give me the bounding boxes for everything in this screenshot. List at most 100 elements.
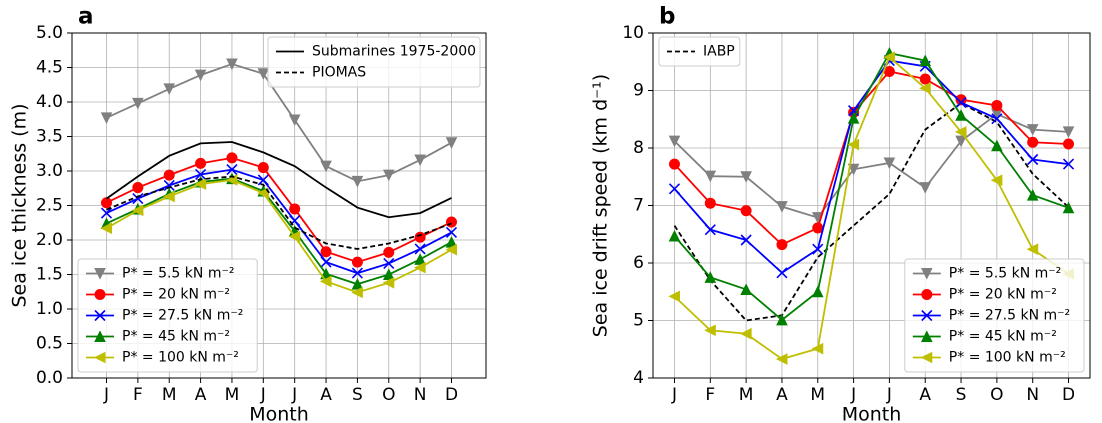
legend-box [904,258,1085,373]
marker [289,203,301,215]
marker [100,222,112,235]
marker [351,256,363,268]
marker [812,222,824,234]
marker [382,268,395,280]
legend: P* = 5.5 kN m⁻² P* = 20 kN m⁻² P* = 27.5 k… [904,258,1085,373]
x-tick-label: D [445,385,458,405]
marker [920,330,933,342]
x-tick-label: J [260,385,266,405]
marker [1027,153,1039,166]
marker [320,246,332,258]
legend: P* = 5.5 kN m⁻² P* = 20 kN m⁻² P* = 27.5 k… [77,258,258,373]
x-tick-label: J [671,385,677,405]
marker [776,313,788,326]
marker [1062,201,1075,214]
series [101,152,457,268]
marker [163,190,175,203]
marker [383,246,395,258]
marker [226,164,238,176]
y-tick-label: 5.0 [36,23,63,43]
series [668,66,1075,251]
y-tick-label: 7 [633,196,644,216]
marker [101,197,112,209]
legend-label: IABP [703,44,735,60]
marker [776,201,788,213]
marker [1062,158,1075,170]
marker [194,178,207,190]
marker [288,230,301,243]
marker [740,205,752,217]
y-tick-label: 1.0 [36,299,63,319]
marker [919,82,931,95]
x-tick-label: M [162,385,177,405]
marker [320,160,332,173]
legend-label: P* = 45 kN m⁻² [949,329,1057,345]
line [673,70,1069,246]
marker [257,174,269,186]
marker [776,267,788,279]
y-tick-label: 5 [633,311,644,331]
marker [955,97,967,109]
marker [414,253,426,265]
marker [1026,243,1039,256]
marker [1026,189,1039,201]
marker [382,276,395,289]
marker [94,330,106,342]
x-tick-label: A [919,385,931,405]
marker [668,158,680,170]
series [100,174,457,299]
y-tick-label: 3.0 [36,161,63,181]
x-tick-label: O [382,385,395,405]
marker [776,239,788,251]
marker [1062,126,1075,139]
marker [351,286,363,299]
series [106,175,452,250]
marker [991,113,1003,125]
line [106,168,452,275]
marker [704,271,717,283]
marker [351,267,363,279]
marker [811,285,824,298]
line [673,55,1070,361]
marker [1063,138,1075,150]
series [668,108,1075,224]
marker [704,170,717,183]
x-tick-label: O [990,385,1003,405]
y-tick-label: 4 [633,368,644,388]
marker [194,69,207,82]
x-tick-label: J [291,385,297,405]
marker [226,152,238,164]
marker [955,94,967,106]
marker [132,182,144,194]
marker [919,73,931,85]
marker [920,268,933,280]
marker [445,243,457,256]
marker [163,83,176,96]
line [106,156,452,264]
y-tick-label: 4.5 [36,58,63,78]
panel-label: a [78,4,94,30]
marker [921,289,933,300]
marker [921,309,933,322]
marker [195,168,207,181]
marker [919,182,932,194]
marker [811,342,824,355]
legend-label: P* = 100 kN m⁻² [949,350,1066,366]
marker [195,157,207,169]
y-tick-label: 2.5 [36,196,63,216]
legend: IABP [658,36,741,67]
marker [704,197,716,209]
legend-label: P* = 5.5 kN m⁻² [122,266,234,282]
marker [288,114,301,127]
y-tick-label: 8 [633,138,644,158]
x-tick-label: D [1062,385,1075,405]
x-tick-label: M [810,385,825,405]
marker [668,229,681,242]
marker [226,58,238,71]
x-tick-label: J [886,385,892,405]
x-tick-label: S [956,385,967,405]
marker [740,327,752,340]
x-axis-label: Month [842,404,902,423]
marker [131,204,144,217]
